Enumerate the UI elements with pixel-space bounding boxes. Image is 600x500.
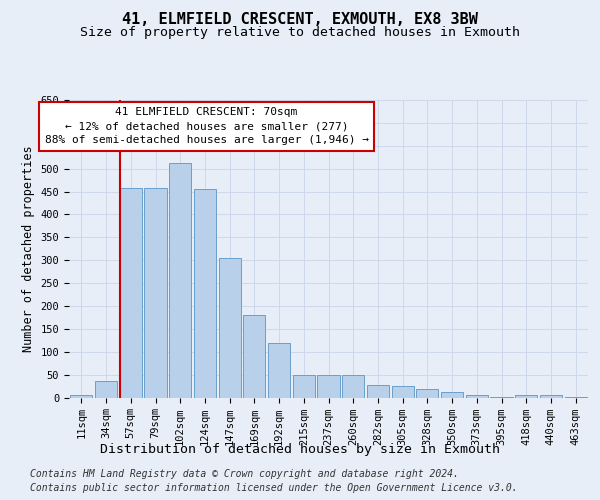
Text: Contains public sector information licensed under the Open Government Licence v3: Contains public sector information licen… — [30, 483, 518, 493]
Bar — [194, 189, 216, 398]
Bar — [342, 374, 364, 398]
Bar — [317, 374, 340, 398]
Bar — [515, 395, 538, 398]
Bar — [392, 386, 414, 398]
Bar — [70, 395, 92, 398]
Bar — [441, 392, 463, 398]
Bar — [565, 396, 587, 398]
Bar — [466, 395, 488, 398]
Y-axis label: Number of detached properties: Number of detached properties — [22, 146, 35, 352]
Bar — [95, 382, 117, 398]
Bar — [367, 385, 389, 398]
Bar — [293, 374, 315, 398]
Text: Distribution of detached houses by size in Exmouth: Distribution of detached houses by size … — [100, 442, 500, 456]
Bar — [268, 344, 290, 398]
Text: Contains HM Land Registry data © Crown copyright and database right 2024.: Contains HM Land Registry data © Crown c… — [30, 469, 459, 479]
Text: 41 ELMFIELD CRESCENT: 70sqm
← 12% of detached houses are smaller (277)
88% of se: 41 ELMFIELD CRESCENT: 70sqm ← 12% of det… — [44, 108, 368, 146]
Bar — [416, 390, 439, 398]
Bar — [218, 258, 241, 398]
Bar — [119, 188, 142, 398]
Text: 41, ELMFIELD CRESCENT, EXMOUTH, EX8 3BW: 41, ELMFIELD CRESCENT, EXMOUTH, EX8 3BW — [122, 12, 478, 28]
Bar — [243, 315, 265, 398]
Bar — [540, 395, 562, 398]
Bar — [490, 396, 512, 398]
Bar — [169, 163, 191, 398]
Text: Size of property relative to detached houses in Exmouth: Size of property relative to detached ho… — [80, 26, 520, 39]
Bar — [145, 188, 167, 398]
